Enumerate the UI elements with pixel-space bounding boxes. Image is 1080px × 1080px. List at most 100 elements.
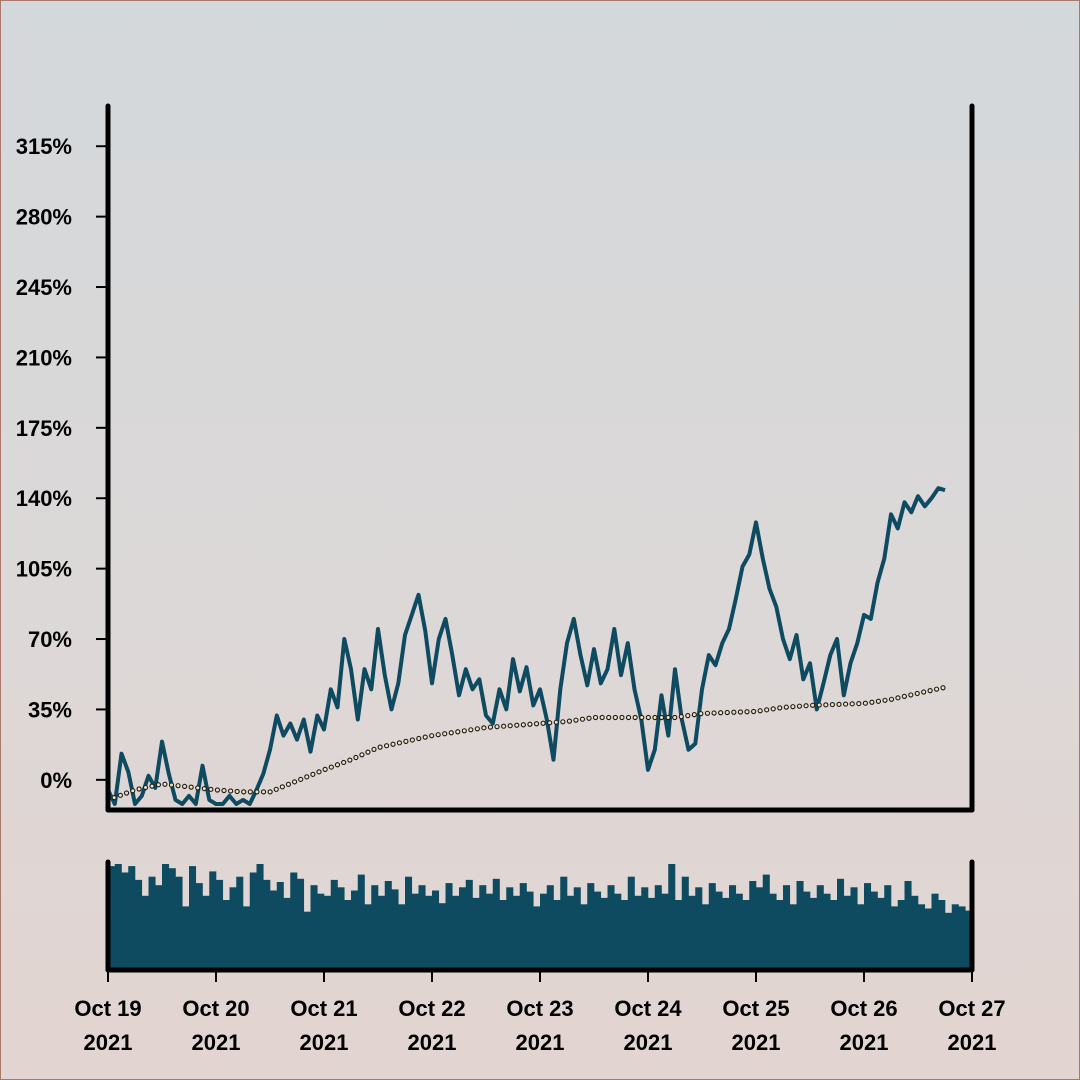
volume-bar [938,900,946,970]
volume-bar [958,906,966,970]
y-tick-label: 245% [16,275,72,300]
volume-bar [398,904,406,970]
volume-bar [816,885,824,970]
volume-bar [695,887,703,970]
volume-bar [175,876,183,970]
volume-bar [506,887,514,970]
volume-bars [108,864,973,970]
volume-bar [533,906,541,970]
volume-bar [553,900,561,970]
volume-bar [783,885,791,970]
volume-bar [128,866,136,970]
volume-bar [729,885,737,970]
volume-bar [951,904,959,970]
volume-bar [594,891,602,970]
volume-bar [384,881,392,970]
volume-bar [567,895,575,970]
volume-bar [965,910,973,970]
axes [96,103,975,982]
volume-bar [121,872,129,970]
volume-bar [438,903,446,970]
volume-bar [243,906,251,970]
volume-bar [722,897,730,970]
volume-bar [850,887,858,970]
volume-bar [742,900,750,970]
volume-bar [945,912,953,970]
moving-average-line [106,685,947,802]
volume-bar [735,893,743,970]
volume-bar [540,893,548,970]
volume-bar [472,897,480,970]
x-axis-labels: Oct 19 2021 Oct 20 2021 Oct 21 2021 Oct 22 2021… [74,996,1005,1055]
volume-bar [209,871,217,970]
volume-bar [229,887,237,970]
price-line-series-0 [106,486,946,806]
volume-bar [337,887,345,970]
volume-bar [108,866,116,970]
x-tick-label-day: Oct 19 [74,996,141,1021]
volume-bar [627,876,635,970]
volume-bar [135,879,143,970]
volume-bar [864,883,872,970]
volume-bar [668,864,676,970]
volume-bar [222,900,230,970]
volume-bar [344,900,352,970]
volume-bar [148,876,156,970]
volume-bar [897,900,905,970]
volume-bar [249,872,257,970]
volume-bar [432,890,440,970]
x-tick-label-day: Oct 22 [398,996,465,1021]
x-tick-label-year: 2021 [948,1030,997,1055]
volume-bar [789,904,797,970]
volume-bar [904,881,912,970]
volume-bar [297,878,305,970]
x-tick-label-day: Oct 20 [182,996,249,1021]
volume-bar [486,893,494,970]
volume-bar [411,893,419,970]
volume-bar [465,879,473,970]
volume-bar [830,900,838,970]
y-tick-label: 0% [40,768,72,793]
x-tick-label-day: Oct 25 [722,996,789,1021]
volume-bar [141,895,149,970]
volume-bar [857,904,865,970]
volume-bar [418,885,426,970]
volume-bar [216,879,224,970]
volume-bar [459,887,467,970]
volume-bar [270,890,278,970]
volume-bar [688,895,696,970]
volume-bar [310,885,318,970]
volume-bar [769,893,777,970]
volume-bar [452,895,460,970]
volume-bar [168,868,176,970]
volume-bar [256,864,264,970]
x-tick-label-year: 2021 [840,1030,889,1055]
volume-bar [519,883,527,970]
x-tick-label-day: Oct 23 [506,996,573,1021]
volume-bar [526,891,534,970]
volume-bar [276,882,284,970]
volume-bar [364,904,372,970]
volume-bar [492,878,500,970]
volume-bar [634,895,642,970]
volume-bar [317,893,325,970]
volume-bar [405,876,413,970]
volume-bar [621,900,629,970]
volume-bar [600,897,608,970]
volume-bar [911,895,919,970]
volume-bar [762,874,770,970]
volume-bar [351,890,359,970]
x-tick-label-year: 2021 [84,1030,133,1055]
volume-bar [614,893,622,970]
volume-bar [479,885,487,970]
volume-bar [303,911,311,970]
volume-bar [330,879,338,970]
volume-bar [162,864,170,970]
volume-bar [837,878,845,970]
volume-bar [607,885,615,970]
volume-bar [810,897,818,970]
volume-bar [283,897,291,970]
volume-bar [357,874,365,970]
volume-bar [931,893,939,970]
